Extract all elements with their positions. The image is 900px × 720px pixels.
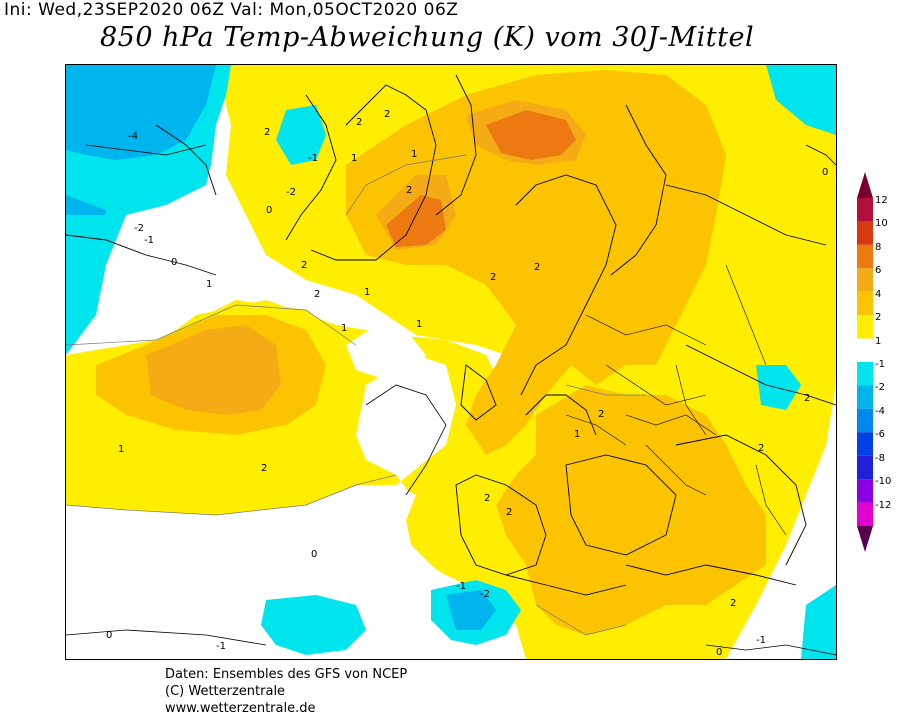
contour-label: 2 — [730, 598, 736, 609]
credits-footer: Daten: Ensembles des GFS von NCEP (C) We… — [165, 666, 407, 717]
anomaly-map: -4 -2 -1 0 1 2 2 2 1 -1 -2 2 0 1 2 2 2 1… — [65, 64, 837, 660]
legend-swatch — [857, 432, 873, 456]
contour-label: 0 — [311, 549, 317, 560]
legend-level-label: 10 — [875, 218, 888, 230]
legend-swatch — [857, 385, 873, 409]
contour-label: -1 — [144, 235, 154, 246]
contour-label: -2 — [480, 589, 490, 600]
legend-swatch — [857, 198, 873, 222]
contour-label: 0 — [822, 167, 828, 178]
contour-label: 2 — [506, 507, 512, 518]
map-title: 850 hPa Temp-Abweichung (K) vom 30J-Mitt… — [100, 22, 755, 53]
coastlines — [66, 74, 836, 596]
contour-label: 1 — [411, 149, 417, 160]
legend-level-label: -10 — [875, 476, 892, 488]
contour-label: 2 — [598, 409, 604, 420]
legend-swatch — [857, 362, 873, 386]
contour-label: -2 — [134, 223, 144, 234]
legend-level-label: 1 — [875, 335, 882, 347]
anomaly-map-canvas: -4 -2 -1 0 1 2 2 2 1 -1 -2 2 0 1 2 2 2 1… — [66, 65, 836, 659]
contour-label: 2 — [264, 127, 270, 138]
contour-label: 1 — [416, 319, 422, 330]
legend-bar — [857, 172, 873, 552]
contour-label: 2 — [804, 393, 810, 404]
contour-label: -1 — [756, 635, 766, 646]
contour-label: 2 — [314, 289, 320, 300]
legend-level-label: -4 — [875, 405, 885, 417]
contour-label: 1 — [206, 279, 212, 290]
contour-label: -1 — [456, 581, 466, 592]
anomaly-contours — [66, 154, 646, 636]
legend-level-label: -12 — [875, 499, 892, 511]
legend-level-label: 4 — [875, 288, 882, 300]
init-valid-line: Ini: Wed,23SEP2020 06Z Val: Mon,05OCT202… — [4, 0, 459, 20]
contour-label: 0 — [266, 205, 272, 216]
contour-label: -1 — [308, 153, 318, 164]
contour-labels: -4 -2 -1 0 1 2 2 2 1 -1 -2 2 0 1 2 2 2 1… — [106, 109, 828, 658]
legend-swatch — [857, 244, 873, 269]
legend-level-label: 12 — [875, 195, 888, 206]
legend-swatch — [857, 455, 873, 480]
contour-label: -2 — [286, 187, 296, 198]
legend-swatch — [857, 315, 873, 339]
legend-top-cap — [857, 172, 873, 198]
legend-swatch — [857, 479, 873, 503]
copyright-text: (C) Wetterzentrale — [165, 684, 286, 699]
contour-label: 1 — [364, 287, 370, 298]
contour-label: 0 — [716, 647, 722, 658]
contour-label: 0 — [106, 630, 112, 641]
contour-label: 2 — [301, 260, 307, 271]
contour-label: 2 — [758, 443, 764, 454]
contour-label: 2 — [484, 493, 490, 504]
legend-swatch — [857, 338, 873, 362]
contour-label: 2 — [490, 272, 496, 283]
legend-swatch — [857, 502, 873, 526]
anomaly-zone-orange — [346, 70, 726, 455]
legend-swatch — [857, 268, 873, 292]
contour-label: 1 — [574, 429, 580, 440]
contour-label: 1 — [118, 444, 124, 455]
contour-label: 1 — [341, 323, 347, 334]
legend-level-label: 2 — [875, 312, 882, 324]
legend-swatch — [857, 291, 873, 316]
legend-bottom-cap — [857, 526, 873, 552]
contour-label: 1 — [351, 153, 357, 164]
legend-swatch — [857, 221, 873, 245]
contour-label: 0 — [171, 257, 177, 268]
contour-label: -1 — [216, 641, 226, 652]
contour-label: 2 — [534, 262, 540, 273]
contour-label: 2 — [406, 185, 412, 196]
legend-level-label: -2 — [875, 382, 885, 394]
contour-label: 2 — [356, 117, 362, 128]
data-source-text: Daten: Ensembles des GFS von NCEP — [165, 667, 408, 682]
legend-swatch — [857, 408, 873, 433]
legend-level-label: -6 — [875, 429, 885, 441]
contour-label: 2 — [384, 109, 390, 120]
website-link[interactable]: www.wetterzentrale.de — [165, 701, 316, 716]
legend-level-label: 8 — [875, 241, 882, 253]
contour-label: -4 — [128, 131, 138, 142]
legend-level-label: 6 — [875, 265, 882, 277]
legend-level-label: -1 — [875, 359, 885, 370]
legend-level-label: -8 — [875, 452, 885, 464]
color-legend: 12 10 8 6 4 2 1 -1 -2 -4 -6 -8 -10 -12 — [855, 172, 895, 552]
contour-label: 2 — [261, 463, 267, 474]
